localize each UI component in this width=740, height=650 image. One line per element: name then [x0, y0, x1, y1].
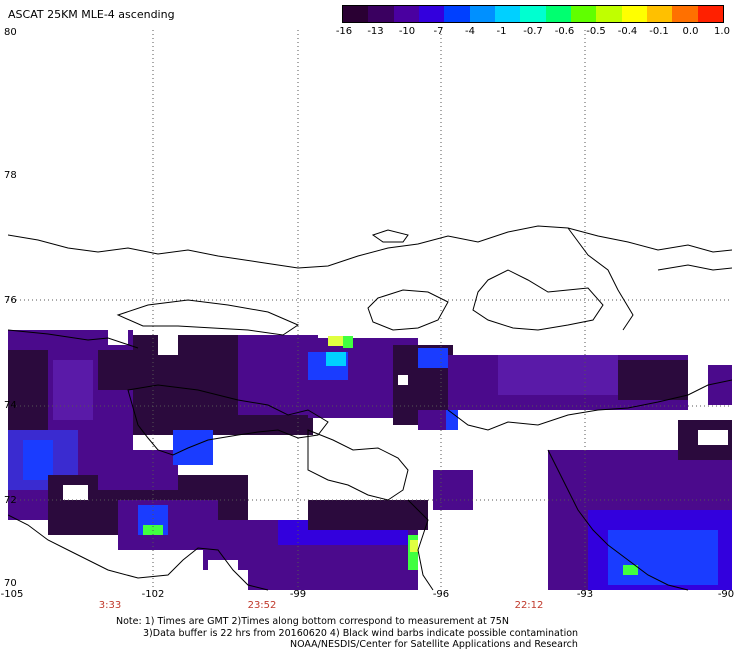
graticule	[8, 30, 732, 592]
colorbar-segment	[469, 6, 495, 22]
colorbar-segment	[621, 6, 647, 22]
colorbar-segment	[494, 6, 521, 22]
colorbar-tick-label: -0.1	[649, 26, 669, 37]
colorbar-tick-label: -0.4	[617, 26, 638, 37]
colorbar-tick-label: -10	[398, 26, 416, 37]
lat-label-72: 72	[4, 495, 17, 506]
colorbar-tick-label: -0.5	[586, 26, 606, 37]
lat-label-70: 70	[4, 578, 17, 589]
colorbar-segment	[646, 6, 673, 22]
lon-label-99: -99	[289, 589, 307, 600]
time-label-1: 3:33	[98, 600, 122, 611]
lon-label-96: -96	[432, 589, 450, 600]
map-canvas	[8, 30, 732, 592]
colorbar	[342, 5, 724, 23]
colorbar-segment	[343, 6, 369, 22]
colorbar-tick-label: 0.0	[682, 26, 699, 37]
colorbar-segment	[545, 6, 571, 22]
colorbar-segment	[520, 6, 546, 22]
lon-label-102: -102	[141, 589, 165, 600]
lat-label-76: 76	[4, 295, 17, 306]
colorbar-tick-label: -13	[367, 26, 384, 37]
lat-label-74: 74	[4, 400, 17, 411]
lat-label-78: 78	[4, 170, 17, 181]
colorbar-tick-label: -4	[465, 26, 475, 37]
note-line-1: Note: 1) Times are GMT 2)Times along bot…	[116, 616, 509, 627]
colorbar-tick-label: -0.7	[523, 26, 543, 37]
colorbar-segment	[596, 6, 622, 22]
lon-label-105: -105	[0, 589, 24, 600]
colorbar-segment	[368, 6, 394, 22]
colorbar-tick-label: -7	[433, 26, 444, 37]
colorbar-tick-label: 1.0	[714, 26, 730, 37]
colorbar-segment	[570, 6, 597, 22]
lat-label-80: 80	[4, 27, 17, 38]
note-line-3: NOAA/NESDIS/Center for Satellite Applica…	[290, 639, 578, 650]
colorbar-tick-label: -0.6	[554, 26, 575, 37]
coastlines	[8, 225, 732, 591]
colorbar-tick-label: -16	[335, 26, 353, 37]
colorbar-segment	[418, 6, 445, 22]
colorbar-segment	[672, 6, 698, 22]
lon-label-93: -93	[576, 589, 594, 600]
time-label-3: 22:12	[514, 600, 544, 611]
map-title: ASCAT 25KM MLE-4 ascending	[8, 8, 175, 21]
colorbar-segment	[393, 6, 419, 22]
time-label-2: 23:52	[247, 600, 277, 611]
colorbar-tick-label: -1	[496, 26, 507, 37]
colorbar-segment	[444, 6, 470, 22]
colorbar-segment	[697, 6, 723, 22]
note-line-2: 3)Data buffer is 22 hrs from 20160620 4)…	[143, 628, 579, 639]
lon-label-90: -90	[717, 589, 735, 600]
data-swaths	[8, 330, 732, 590]
